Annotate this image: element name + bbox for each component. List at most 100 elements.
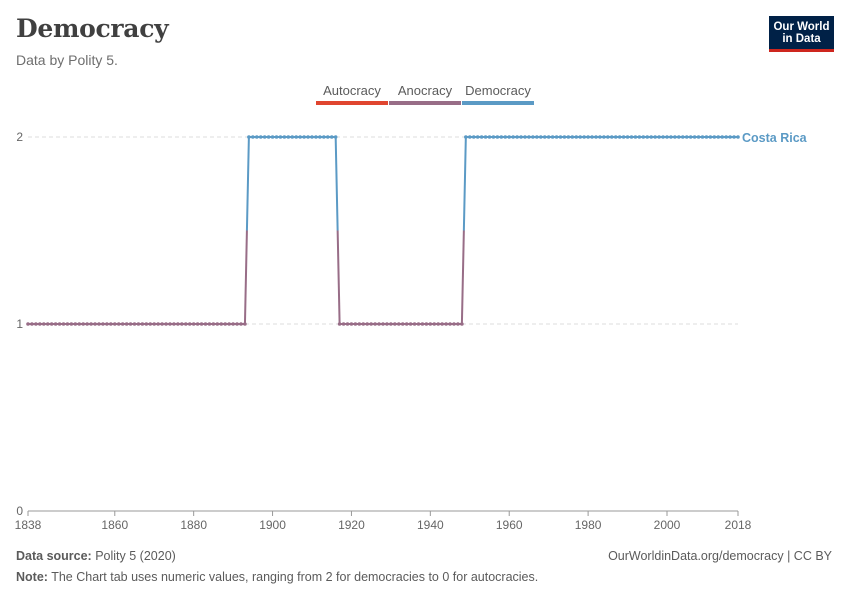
data-point bbox=[531, 135, 535, 139]
data-point bbox=[629, 135, 634, 139]
transition-segment bbox=[462, 136, 467, 231]
note-label: Note: bbox=[16, 570, 48, 584]
data-point bbox=[282, 135, 287, 139]
data-point bbox=[26, 322, 30, 326]
x-tick-label-2018: 2018 bbox=[725, 518, 752, 532]
data-point bbox=[38, 322, 42, 326]
data-point bbox=[613, 135, 618, 139]
data-point bbox=[144, 322, 149, 326]
data-source: Data source: Polity 5 (2020) bbox=[16, 549, 176, 563]
y-tick-label-1: 1 bbox=[16, 317, 23, 331]
data-point bbox=[625, 135, 630, 139]
data-point bbox=[716, 135, 721, 139]
data-point bbox=[578, 135, 583, 139]
data-point bbox=[653, 135, 657, 139]
data-point bbox=[665, 135, 669, 139]
data-point bbox=[69, 322, 74, 326]
data-point bbox=[215, 322, 220, 326]
data-point bbox=[515, 135, 519, 139]
data-point bbox=[582, 135, 586, 139]
data-point bbox=[708, 135, 713, 139]
data-point bbox=[290, 135, 295, 139]
data-point bbox=[136, 322, 141, 326]
transition-segment bbox=[245, 136, 250, 231]
data-point bbox=[81, 322, 86, 326]
data-point bbox=[302, 135, 306, 139]
data-point bbox=[65, 322, 70, 326]
data-point bbox=[732, 135, 736, 139]
data-point bbox=[329, 135, 334, 139]
data-point bbox=[428, 322, 433, 326]
data-point bbox=[116, 322, 121, 326]
legend-item-democracy[interactable]: Democracy bbox=[465, 83, 531, 98]
data-point bbox=[353, 322, 358, 326]
data-point bbox=[432, 322, 437, 326]
source-url-link[interactable]: OurWorldinData.org/democracy | CC BY bbox=[608, 549, 832, 563]
data-point bbox=[499, 135, 504, 139]
data-point bbox=[239, 322, 243, 326]
data-point bbox=[688, 135, 693, 139]
data-point bbox=[471, 135, 476, 139]
data-point bbox=[720, 135, 725, 139]
note-text: The Chart tab uses numeric values, rangi… bbox=[51, 570, 539, 584]
data-point bbox=[85, 322, 89, 326]
x-tick-label-1880: 1880 bbox=[180, 518, 207, 532]
data-point bbox=[199, 322, 204, 326]
data-point bbox=[310, 135, 314, 139]
data-point bbox=[183, 322, 188, 326]
data-point bbox=[187, 322, 192, 326]
data-point bbox=[369, 322, 373, 326]
data-point bbox=[408, 322, 413, 326]
data-point bbox=[456, 322, 460, 326]
data-point bbox=[41, 322, 46, 326]
data-point bbox=[349, 322, 354, 326]
data-point bbox=[621, 135, 626, 139]
legend-item-autocracy[interactable]: Autocracy bbox=[323, 83, 381, 98]
data-point bbox=[546, 135, 551, 139]
data-point bbox=[680, 135, 685, 139]
data-point bbox=[657, 135, 661, 139]
data-point bbox=[30, 322, 34, 326]
data-point bbox=[57, 322, 62, 326]
data-point bbox=[393, 322, 397, 326]
data-point bbox=[617, 135, 622, 139]
data-point bbox=[542, 135, 547, 139]
data-point bbox=[444, 322, 448, 326]
data-point bbox=[361, 322, 366, 326]
data-point bbox=[101, 322, 105, 326]
data-point bbox=[223, 322, 228, 326]
owid-logo[interactable]: Our World in Data bbox=[769, 16, 834, 52]
x-tick-label-1960: 1960 bbox=[496, 518, 523, 532]
data-point bbox=[487, 135, 492, 139]
data-point bbox=[649, 135, 654, 139]
y-tick-label-2: 2 bbox=[16, 130, 23, 144]
data-point bbox=[247, 135, 251, 139]
data-point bbox=[440, 322, 444, 326]
data-point bbox=[172, 322, 176, 326]
data-point bbox=[128, 322, 133, 326]
logo-line-2: in Data bbox=[782, 32, 821, 45]
data-point bbox=[574, 135, 579, 139]
data-point bbox=[337, 322, 342, 326]
x-tick-label-1900: 1900 bbox=[259, 518, 286, 532]
data-point bbox=[377, 322, 381, 326]
data-point bbox=[538, 135, 543, 139]
data-point bbox=[294, 135, 299, 139]
data-point bbox=[231, 322, 235, 326]
legend-item-anocracy[interactable]: Anocracy bbox=[397, 83, 453, 98]
data-point bbox=[322, 135, 326, 139]
data-point bbox=[109, 322, 113, 326]
data-point bbox=[483, 135, 488, 139]
data-point bbox=[227, 322, 231, 326]
logo-line-1: Our World bbox=[773, 20, 830, 33]
data-point bbox=[168, 322, 172, 326]
legend-swatch-autocracy bbox=[316, 101, 388, 105]
data-point bbox=[673, 135, 677, 139]
legend-swatch-democracy bbox=[462, 101, 534, 105]
data-point bbox=[661, 135, 665, 139]
data-point bbox=[195, 322, 200, 326]
data-point bbox=[148, 322, 153, 326]
data-point bbox=[357, 322, 362, 326]
data-point bbox=[558, 135, 563, 139]
